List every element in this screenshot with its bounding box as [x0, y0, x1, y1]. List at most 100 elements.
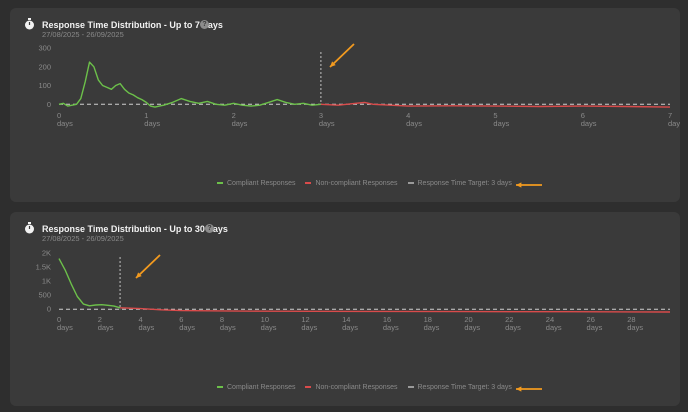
question-circle-icon[interactable]: ?	[205, 224, 214, 233]
x-tick-label: 8	[220, 315, 224, 324]
x-tick-label: 3	[319, 111, 323, 120]
y-tick-label: 1.5K	[36, 263, 51, 272]
legend-target[interactable]: Response Time Target: 3 days	[407, 384, 512, 391]
x-tick-label: 20	[464, 315, 472, 324]
x-tick-unit: days	[301, 323, 317, 332]
stopwatch-icon	[25, 18, 34, 30]
legend-target[interactable]: Response Time Target: 3 days	[407, 180, 512, 187]
orange-arrow-icon	[516, 386, 542, 392]
x-tick-label: 10	[261, 315, 269, 324]
x-tick-label: 0	[57, 315, 61, 324]
legend-swatch-icon	[217, 182, 223, 184]
x-tick-label: 4	[406, 111, 410, 120]
chart-7-days: 01002003000days1days2days3days4days5days…	[38, 43, 680, 188]
legend: Compliant Responses Non-compliant Respon…	[217, 384, 520, 396]
card-title: Response Time Distribution - Up to 30 da…	[42, 224, 228, 234]
legend-label: Non-compliant Responses	[315, 180, 398, 187]
x-tick-unit: days	[319, 119, 335, 128]
x-tick-label: 6	[179, 315, 183, 324]
series-noncompliant	[120, 307, 671, 313]
x-tick-label: 1	[144, 111, 148, 120]
x-tick-label: 26	[587, 315, 595, 324]
stopwatch-icon	[25, 222, 34, 234]
y-tick-label: 200	[38, 62, 51, 71]
x-tick-label: 0	[57, 111, 61, 120]
x-tick-unit: days	[57, 323, 73, 332]
x-tick-label: 2	[98, 315, 102, 324]
legend-label: Compliant Responses	[227, 384, 296, 391]
x-tick-unit: days	[424, 323, 440, 332]
y-tick-label: 1K	[42, 277, 51, 286]
x-tick-unit: days	[342, 323, 358, 332]
chart-card-7-days: 0 100 200 300 0 days 1 days 2 days 3 days 4 days 5 days…	[10, 8, 680, 202]
x-tick-unit: days	[406, 119, 422, 128]
arrow-shaft	[135, 254, 161, 279]
x-tick-unit: days	[587, 323, 603, 332]
x-tick-label: 28	[627, 315, 635, 324]
arrow-shaft	[329, 43, 355, 68]
x-tick-unit: days	[546, 323, 562, 332]
legend-swatch-icon	[407, 182, 414, 184]
orange-arrow-icon	[516, 182, 542, 188]
legend-noncompliant[interactable]: Non-compliant Responses	[305, 180, 398, 187]
x-tick-unit: days	[668, 119, 680, 128]
legend-label: Response Time Target: 3 days	[417, 180, 512, 187]
x-tick-unit: days	[98, 323, 114, 332]
x-tick-label: 12	[301, 315, 309, 324]
x-tick-unit: days	[505, 323, 521, 332]
arrow-head	[516, 182, 522, 188]
legend-label: Response Time Target: 3 days	[417, 384, 512, 391]
x-tick-label: 16	[383, 315, 391, 324]
x-tick-label: 7	[668, 111, 672, 120]
y-tick-label: 2K	[42, 249, 51, 258]
legend-swatch-icon	[407, 386, 414, 388]
y-tick-label: 300	[38, 44, 51, 53]
x-tick-unit: days	[57, 119, 73, 128]
legend: Compliant Responses Non-compliant Respon…	[217, 180, 520, 192]
series-compliant	[58, 258, 121, 309]
arrow-head	[136, 272, 142, 278]
card-title: Response Time Distribution - Up to 7 day…	[42, 20, 223, 30]
x-tick-unit: days	[261, 323, 277, 332]
arrow-head	[516, 386, 522, 392]
date-range: 27/08/2025 - 26/09/2025	[42, 30, 124, 39]
date-range: 27/08/2025 - 26/09/2025	[42, 234, 124, 243]
x-tick-unit: days	[179, 323, 195, 332]
x-tick-label: 4	[138, 315, 142, 324]
legend-label: Compliant Responses	[227, 180, 296, 187]
orange-arrow-icon	[329, 43, 355, 68]
arrow-head	[330, 61, 336, 67]
x-tick-unit: days	[144, 119, 160, 128]
orange-arrow-icon	[135, 254, 161, 279]
x-tick-label: 14	[342, 315, 350, 324]
legend-compliant[interactable]: Compliant Responses	[217, 180, 295, 187]
question-circle-icon[interactable]: ?	[200, 20, 209, 29]
x-tick-label: 18	[424, 315, 432, 324]
x-tick-label: 24	[546, 315, 554, 324]
y-tick-label: 0	[47, 100, 51, 109]
x-tick-unit: days	[627, 323, 643, 332]
x-tick-unit: days	[493, 119, 509, 128]
x-tick-unit: days	[581, 119, 597, 128]
x-tick-label: 5	[493, 111, 497, 120]
legend-swatch-icon	[217, 386, 223, 388]
chart-30-days: 05001K1.5K2K0days2days4days6days8days10d…	[36, 249, 671, 392]
y-tick-label: 500	[38, 291, 51, 300]
x-tick-label: 6	[581, 111, 585, 120]
x-tick-unit: days	[232, 119, 248, 128]
legend-compliant[interactable]: Compliant Responses	[217, 384, 295, 391]
x-tick-unit: days	[138, 323, 154, 332]
series-noncompliant	[320, 101, 671, 108]
series-compliant	[58, 61, 321, 108]
chart-card-30-days: 0 500 1K 1.5K 2K 0 days 2 days 4 days 6 days 8 days 10 d…	[10, 212, 680, 406]
y-tick-label: 100	[38, 81, 51, 90]
x-tick-unit: days	[220, 323, 236, 332]
x-tick-unit: days	[383, 323, 399, 332]
x-tick-unit: days	[464, 323, 480, 332]
y-tick-label: 0	[47, 305, 51, 314]
x-tick-label: 2	[232, 111, 236, 120]
x-tick-label: 22	[505, 315, 513, 324]
legend-swatch-icon	[305, 386, 312, 388]
legend-noncompliant[interactable]: Non-compliant Responses	[305, 384, 398, 391]
legend-swatch-icon	[305, 182, 312, 184]
